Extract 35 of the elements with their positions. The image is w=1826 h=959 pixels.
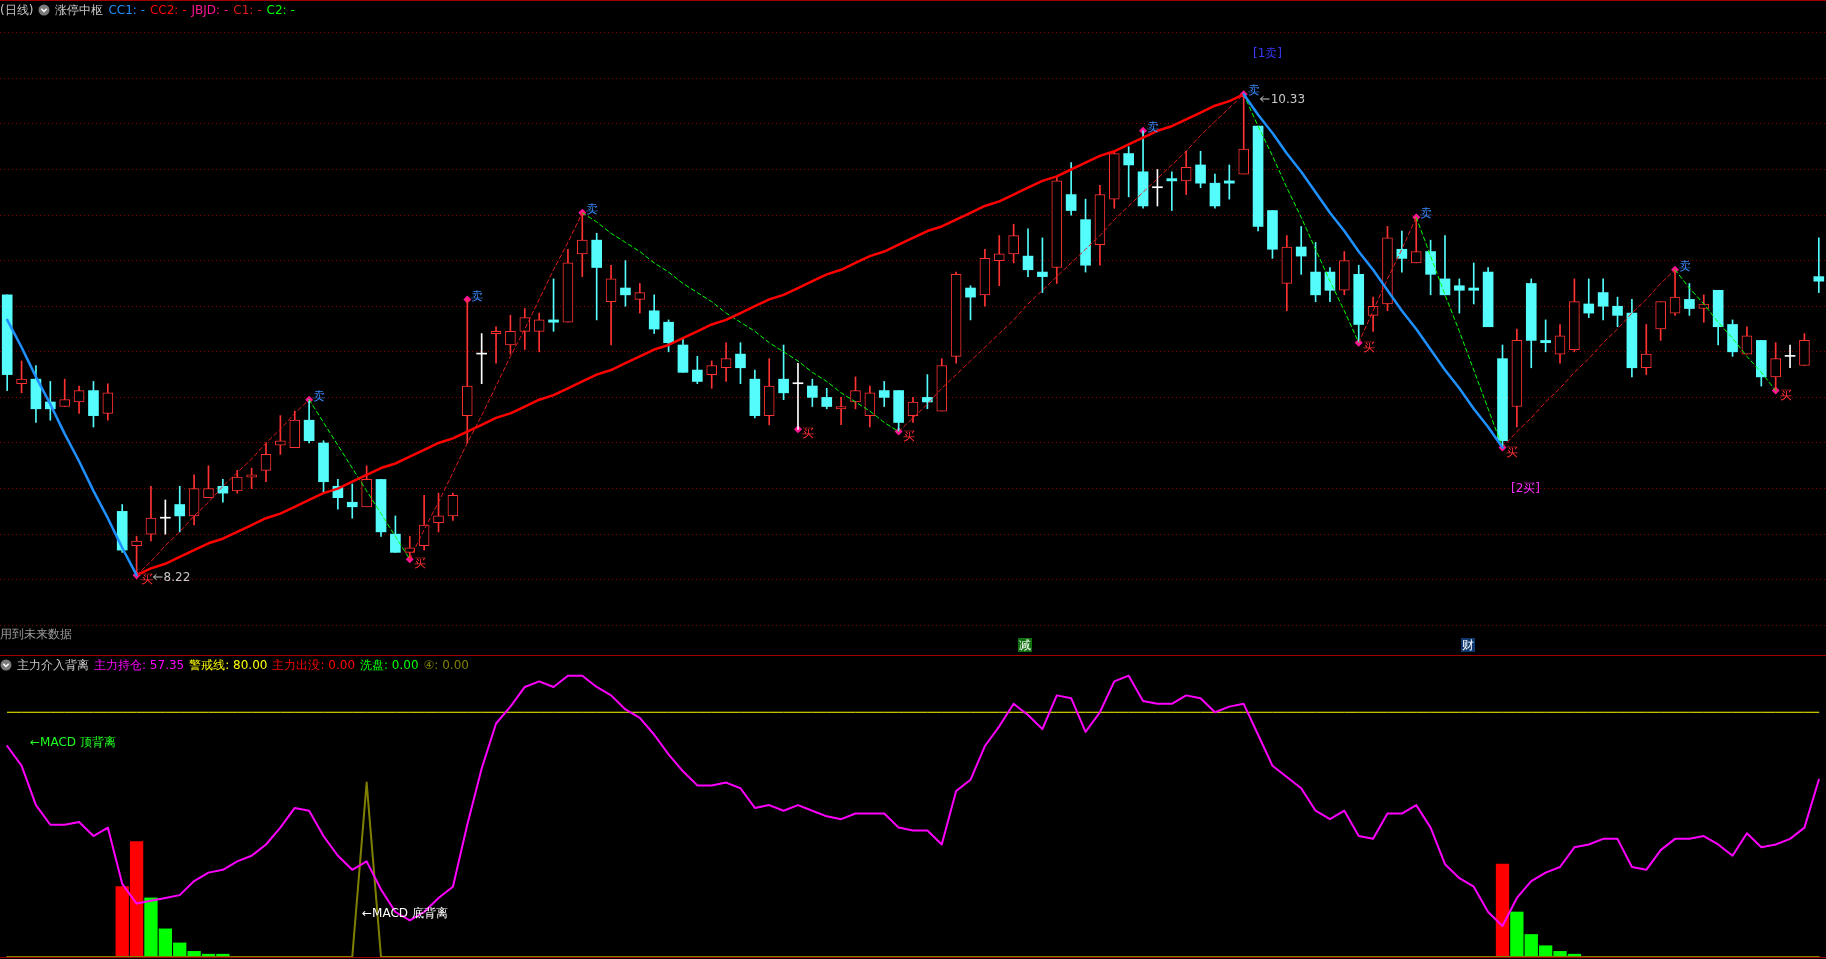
data-label: 买 <box>1362 339 1375 354</box>
data-label: 买 <box>1506 444 1519 459</box>
chart-subtitle: 涨停中枢 <box>55 3 104 17</box>
annotation: [2买] <box>1511 481 1540 495</box>
text: CC1: - <box>108 3 145 17</box>
text: CC2: - <box>149 3 187 17</box>
data-label: 买 <box>801 426 814 441</box>
data-label: 买 <box>140 572 153 587</box>
data-label: 买 <box>413 556 426 571</box>
text: 主力出没: 0.00 <box>272 658 356 672</box>
text: 减 <box>1018 638 1032 652</box>
annotation: 10.33 <box>1270 92 1306 107</box>
data-label: 卖 <box>1679 258 1692 273</box>
chart-title: 主力介入背离 <box>17 658 89 672</box>
text: 用到未来数据 <box>0 627 72 641</box>
text: JBJD: - <box>191 3 229 17</box>
text: C1: - <box>233 3 262 17</box>
text: C2: - <box>266 3 295 17</box>
annotation: ←MACD 顶背离 <box>30 735 116 749</box>
annotation: 8.22 <box>163 570 191 585</box>
text: 主力持仓: 57.35 <box>94 658 185 672</box>
text: [1卖] <box>1253 46 1282 60</box>
text: ④: 0.00 <box>423 658 469 672</box>
text: 洗盘: 0.00 <box>360 658 419 672</box>
data-label: 卖 <box>313 388 326 403</box>
data-label: 买 <box>902 428 915 443</box>
data-label: 卖 <box>1420 206 1433 221</box>
text: 警戒线: 80.00 <box>189 658 268 672</box>
data-label: 卖 <box>1247 83 1260 98</box>
chart-title: (日线) <box>0 3 34 17</box>
text: 财 <box>1461 638 1475 652</box>
data-label: 卖 <box>586 201 599 216</box>
data-label: 买 <box>1779 387 1792 402</box>
data-label: 卖 <box>1147 119 1160 134</box>
data-label: 卖 <box>471 288 484 303</box>
